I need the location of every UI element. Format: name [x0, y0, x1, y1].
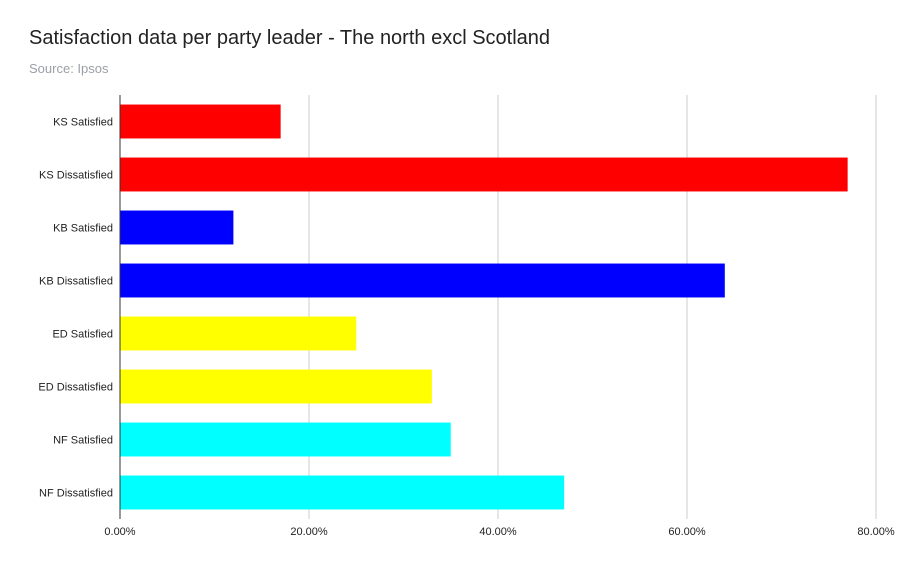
bars — [120, 104, 848, 510]
y-tick-label: NF Satisfied — [53, 435, 113, 447]
y-tick-label: KS Satisfied — [53, 117, 113, 129]
bar-nf-dissatisfied — [120, 475, 565, 510]
y-tick-labels: KS Satisfied KS Dissatisfied KB Satisfied K… — [38, 117, 113, 500]
bar-ks-dissatisfied — [120, 157, 848, 192]
x-tick-label: 60.00% — [668, 526, 706, 538]
y-tick-label: ED Satisfied — [52, 329, 113, 341]
y-tick-label: KB Satisfied — [53, 223, 113, 235]
bar-kb-dissatisfied — [120, 263, 725, 298]
chart-subtitle: Source: Ipsos — [29, 61, 109, 76]
y-tick-label: ED Dissatisfied — [38, 382, 113, 394]
bar-ed-satisfied — [120, 316, 357, 351]
bar-kb-satisfied — [120, 210, 234, 245]
bar-nf-satisfied — [120, 422, 451, 457]
bar-ed-dissatisfied — [120, 369, 432, 404]
y-tick-label: KB Dissatisfied — [39, 276, 113, 288]
x-tick-label: 40.00% — [479, 526, 517, 538]
bar-ks-satisfied — [120, 104, 281, 139]
x-tick-label: 20.00% — [290, 526, 328, 538]
y-tick-label: NF Dissatisfied — [39, 488, 113, 500]
x-tick-label: 0.00% — [104, 526, 135, 538]
y-tick-label: KS Dissatisfied — [39, 170, 113, 182]
x-tick-label: 80.00% — [857, 526, 895, 538]
x-tick-labels: 0.00% 20.00% 40.00% 60.00% 80.00% — [104, 526, 894, 538]
chart-title: Satisfaction data per party leader - The… — [29, 27, 551, 49]
